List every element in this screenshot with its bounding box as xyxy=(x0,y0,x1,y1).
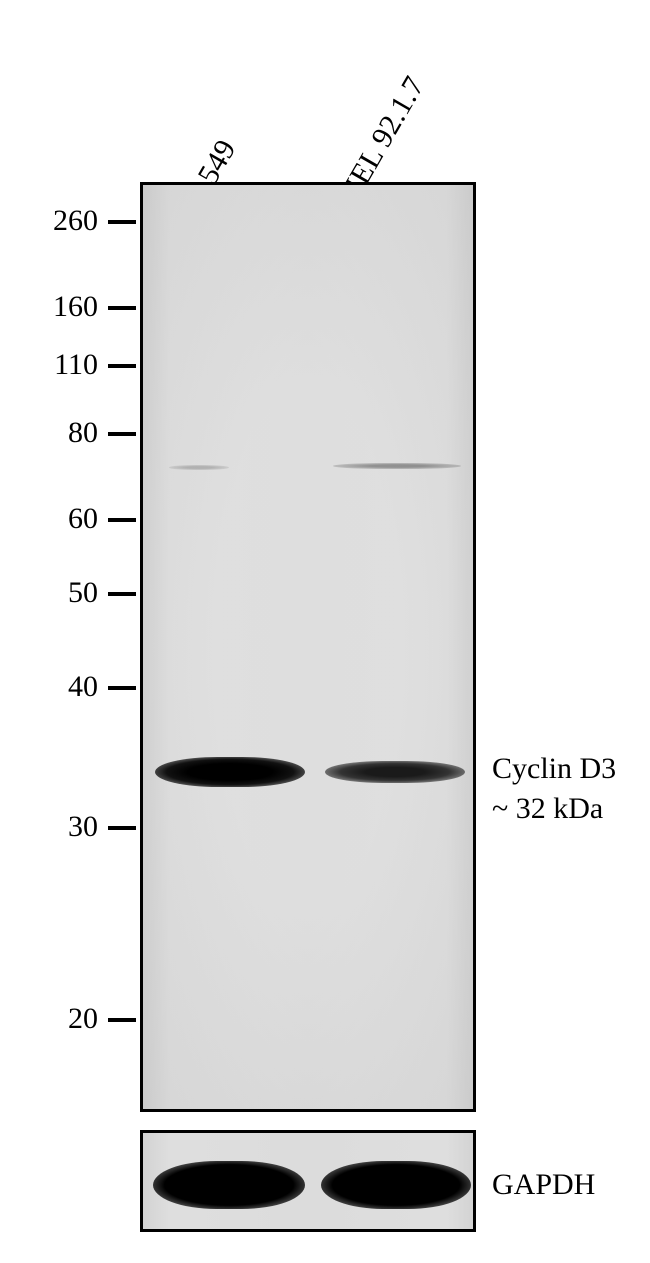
marker-80: 80 xyxy=(38,416,98,450)
marker-160: 160 xyxy=(38,290,98,324)
target-mw-label: ~ 32 kDa xyxy=(492,792,603,826)
marker-260: 260 xyxy=(38,204,98,238)
marker-60: 60 xyxy=(38,502,98,536)
marker-tick xyxy=(108,220,136,224)
faint-band-lane2 xyxy=(333,463,461,469)
marker-tick xyxy=(108,306,136,310)
marker-tick xyxy=(108,518,136,522)
marker-tick xyxy=(108,592,136,596)
target-name-label: Cyclin D3 xyxy=(492,752,616,786)
band-gapdh-lane1 xyxy=(153,1161,305,1209)
marker-tick xyxy=(108,364,136,368)
blot-main xyxy=(140,182,476,1112)
blot-gapdh xyxy=(140,1130,476,1232)
band-gapdh-lane2 xyxy=(321,1161,471,1209)
marker-50: 50 xyxy=(38,576,98,610)
gapdh-label: GAPDH xyxy=(492,1168,595,1202)
marker-30: 30 xyxy=(38,810,98,844)
marker-tick xyxy=(108,826,136,830)
marker-tick xyxy=(108,686,136,690)
marker-tick xyxy=(108,1018,136,1022)
marker-20: 20 xyxy=(38,1002,98,1036)
faint-band-lane1 xyxy=(169,465,229,470)
marker-110: 110 xyxy=(38,348,98,382)
blot-vignette xyxy=(143,185,473,1109)
band-cyclind3-lane1 xyxy=(155,757,305,787)
band-cyclind3-lane2 xyxy=(325,761,465,783)
marker-tick xyxy=(108,432,136,436)
marker-40: 40 xyxy=(38,670,98,704)
figure-container: A549 HEL 92.1.7 260 160 110 80 60 50 40 … xyxy=(0,0,650,1263)
